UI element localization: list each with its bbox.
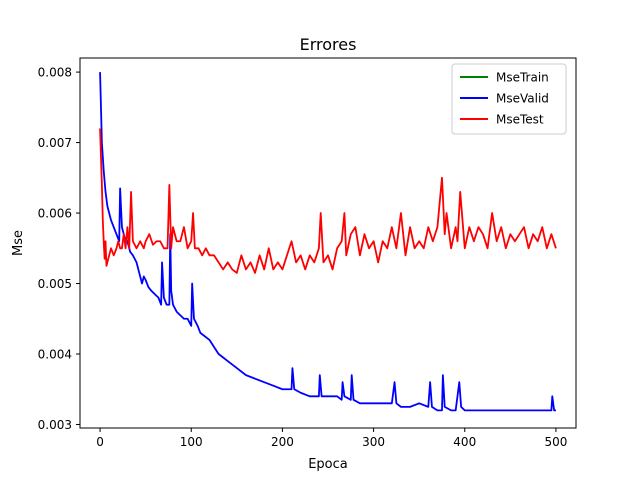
- x-tick-label: 500: [544, 435, 567, 449]
- x-tick-label: 200: [271, 435, 294, 449]
- x-axis-label: Epoca: [308, 457, 348, 472]
- y-tick-label: 0.008: [38, 66, 72, 80]
- series-line-msevalid: [99, 72, 556, 412]
- y-tick-label: 0.004: [38, 348, 72, 362]
- legend-label-msetest: MseTest: [496, 113, 544, 127]
- y-tick-label: 0.003: [38, 418, 72, 432]
- axes-frame: [79, 57, 577, 429]
- legend-label-msevalid: MseValid: [496, 92, 549, 106]
- legend-label-msetrain: MseTrain: [496, 71, 549, 85]
- y-tick-label: 0.006: [38, 207, 72, 221]
- x-axis: 0 100 200 300 400 500: [96, 428, 567, 449]
- series-line-msetest: [99, 128, 557, 274]
- legend-box: [451, 63, 567, 135]
- x-tick-label: 100: [180, 435, 203, 449]
- y-tick-label: 0.007: [38, 136, 72, 150]
- y-axis: 0.003 0.004 0.005 0.006 0.007 0.008: [38, 66, 80, 432]
- y-axis-label: Mse: [11, 230, 26, 256]
- y-tick-label: 0.005: [38, 277, 72, 291]
- x-tick-label: 0: [96, 435, 104, 449]
- plot-area: [99, 72, 557, 412]
- x-tick-label: 300: [362, 435, 385, 449]
- legend: MseTrain MseValid MseTest: [451, 63, 567, 135]
- chart-title: Errores: [300, 35, 357, 54]
- x-tick-label: 400: [453, 435, 476, 449]
